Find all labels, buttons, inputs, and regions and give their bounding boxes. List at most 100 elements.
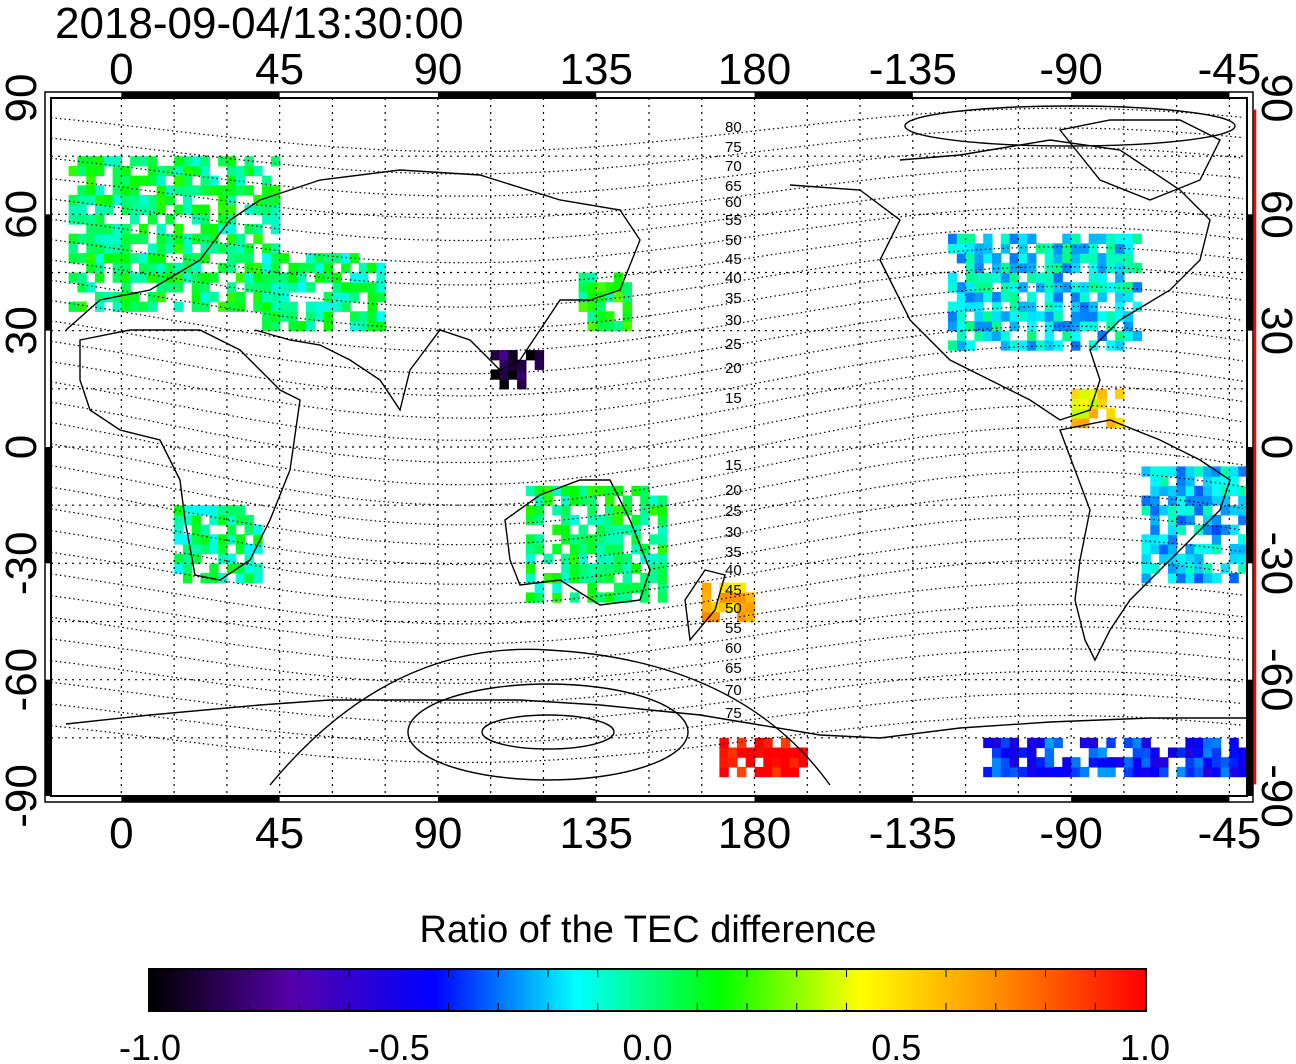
tec-cell bbox=[719, 602, 729, 613]
tec-cell bbox=[218, 204, 228, 215]
tec-cell bbox=[1097, 747, 1107, 758]
tec-cell bbox=[1053, 243, 1063, 254]
tec-cell bbox=[710, 611, 720, 623]
tec-cell bbox=[1185, 514, 1195, 526]
tec-cell bbox=[552, 524, 562, 535]
tec-cell bbox=[605, 543, 615, 555]
tec-cell bbox=[1044, 737, 1055, 749]
tec-cell bbox=[1106, 408, 1116, 419]
lon-label-bottom: 180 bbox=[718, 809, 791, 858]
lat-label-left: -30 bbox=[0, 532, 46, 596]
tec-cell bbox=[1123, 233, 1134, 244]
contour-label: 20 bbox=[725, 360, 742, 377]
tec-cell bbox=[631, 563, 641, 574]
tec-cell bbox=[1009, 301, 1019, 312]
coastline-africa bbox=[79, 329, 301, 581]
tec-cell bbox=[270, 243, 281, 254]
tec-cell bbox=[640, 514, 650, 526]
tec-cell bbox=[754, 766, 764, 778]
tec-cell bbox=[103, 156, 114, 167]
tec-cell bbox=[209, 243, 219, 254]
tec-cell bbox=[569, 514, 580, 526]
tec-cell bbox=[1132, 233, 1143, 244]
tec-cell bbox=[86, 165, 96, 177]
tec-cell bbox=[569, 563, 580, 574]
tec-cell bbox=[1176, 563, 1186, 574]
tec-cell bbox=[262, 291, 272, 303]
axis-labels: 0 45 90 135 180 -135 -90 -450 45 90 135 180 -135 -90-… bbox=[0, 45, 1296, 858]
tec-cell bbox=[992, 757, 1002, 768]
tec-cell bbox=[209, 505, 219, 516]
tec-cell bbox=[490, 369, 501, 380]
coastline-eurasia bbox=[65, 169, 641, 412]
tec-cell bbox=[1088, 262, 1099, 274]
tec-cell bbox=[622, 582, 632, 593]
tec-cell bbox=[649, 553, 659, 564]
tec-cell bbox=[596, 282, 606, 293]
tec-cell bbox=[1027, 301, 1037, 312]
tec-cell bbox=[728, 602, 738, 613]
tec-cell bbox=[182, 553, 193, 564]
tec-cell bbox=[165, 185, 175, 196]
tec-cell bbox=[156, 282, 166, 293]
tec-cell bbox=[1194, 553, 1204, 564]
tec-cell bbox=[1079, 766, 1090, 778]
tec-cell bbox=[121, 165, 131, 177]
contour-line bbox=[51, 426, 1244, 506]
lon-label-bottom: 90 bbox=[413, 809, 462, 858]
tec-cell bbox=[1211, 534, 1222, 545]
tec-cell bbox=[1176, 466, 1186, 477]
tec-cell bbox=[543, 573, 553, 584]
contour-line bbox=[51, 404, 1244, 486]
tec-cell bbox=[578, 553, 588, 564]
tec-cell bbox=[657, 563, 668, 574]
tec-cell bbox=[1071, 408, 1081, 419]
tec-cell bbox=[209, 291, 219, 303]
tec-cell bbox=[1088, 311, 1099, 322]
tec-cell bbox=[983, 766, 993, 778]
tec-cell bbox=[552, 582, 562, 593]
tec-cell bbox=[156, 233, 166, 244]
tec-cell bbox=[130, 253, 140, 264]
tec-cell bbox=[226, 194, 237, 206]
tec-cell bbox=[218, 514, 228, 526]
tec-cell bbox=[270, 253, 281, 264]
tec-cell bbox=[1115, 330, 1125, 341]
tec-cell bbox=[1018, 243, 1028, 254]
tec-cell bbox=[578, 563, 588, 574]
tec-cell bbox=[200, 185, 210, 196]
tec-cell bbox=[613, 485, 624, 497]
tec-cell bbox=[1203, 505, 1213, 516]
tec-cell bbox=[499, 350, 509, 361]
tec-cell bbox=[156, 204, 166, 215]
tec-cell bbox=[701, 582, 712, 593]
tec-cell bbox=[226, 253, 237, 264]
tec-cell bbox=[701, 602, 712, 613]
tec-cell bbox=[605, 505, 615, 516]
tec-cell bbox=[772, 766, 782, 778]
tec-cell bbox=[121, 204, 131, 215]
tec-cell bbox=[1035, 272, 1046, 283]
tec-cell bbox=[1123, 253, 1134, 264]
tec-cell bbox=[613, 272, 624, 283]
tec-cell bbox=[1211, 747, 1222, 758]
tec-cell bbox=[191, 282, 202, 293]
tec-cell bbox=[1071, 311, 1081, 322]
tec-cell bbox=[974, 330, 984, 341]
tec-cell bbox=[1203, 476, 1213, 487]
tec-cell bbox=[270, 301, 281, 312]
tec-cell bbox=[350, 272, 360, 283]
tec-cell bbox=[1079, 388, 1090, 400]
tec-cell bbox=[200, 301, 210, 312]
tec-cell bbox=[314, 311, 325, 322]
tec-cell bbox=[1097, 311, 1107, 322]
tec-cell bbox=[138, 194, 149, 206]
tec-cell bbox=[174, 175, 184, 186]
tec-cell bbox=[965, 340, 975, 351]
magnetic-latitude-contours bbox=[51, 105, 1244, 786]
tec-cell bbox=[1079, 282, 1090, 293]
contour-line bbox=[51, 581, 1244, 645]
tec-cell bbox=[561, 505, 571, 516]
tec-cell bbox=[1123, 243, 1134, 254]
tec-cell bbox=[1044, 766, 1055, 778]
